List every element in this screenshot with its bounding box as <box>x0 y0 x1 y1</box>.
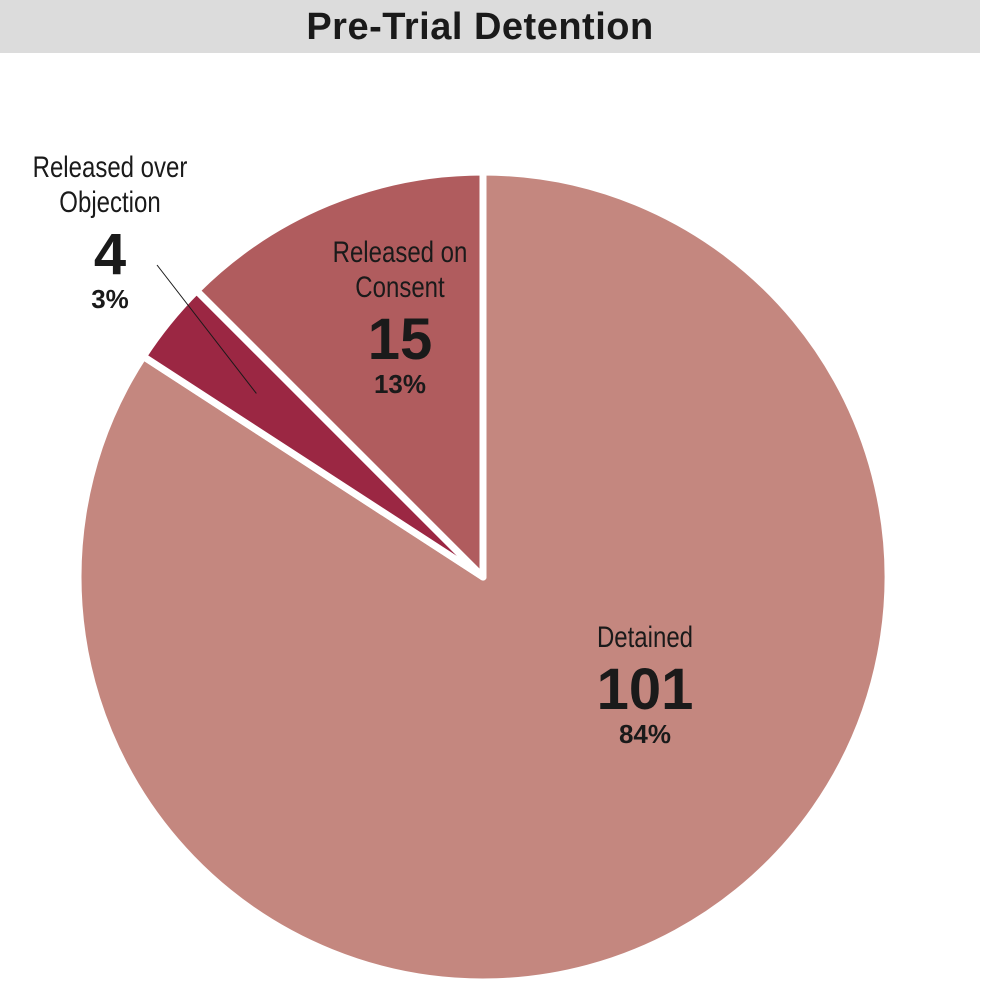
title-bar <box>0 0 980 53</box>
pie-slice <box>193 168 487 581</box>
percent-label: 84% <box>618 719 672 749</box>
slice-label: Detained 101 84% <box>545 620 745 747</box>
slice-label: Released over Objection 4 3% <box>0 150 225 312</box>
category-label: Released over Objection <box>32 151 188 219</box>
value-label: 4 <box>93 222 127 287</box>
slice-label: Released on Consent 15 13% <box>300 235 500 397</box>
chart-title: Pre-Trial Detention <box>306 6 654 48</box>
category-label: Released on Consent <box>332 236 468 304</box>
percent-label: 13% <box>373 369 427 399</box>
category-label: Detained <box>596 621 694 654</box>
value-label: 15 <box>367 307 433 372</box>
value-label: 101 <box>596 657 694 722</box>
percent-label: 3% <box>91 284 129 314</box>
leader-line <box>156 264 257 394</box>
